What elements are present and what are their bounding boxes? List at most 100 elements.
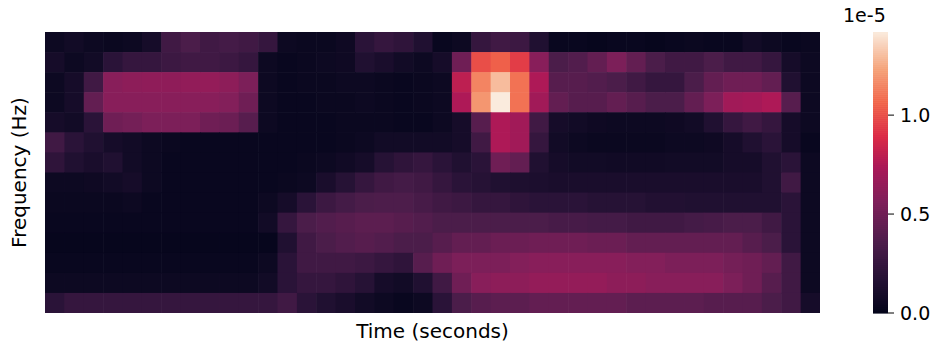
heatmap-cell: [646, 92, 666, 113]
heatmap-cell: [762, 132, 782, 153]
heatmap-cell: [394, 112, 414, 133]
heatmap-cell: [45, 132, 65, 153]
heatmap-cell: [394, 52, 414, 73]
heatmap-cell: [142, 253, 162, 274]
heatmap-cell: [665, 152, 685, 173]
heatmap-cell: [64, 213, 84, 234]
heatmap-cell: [45, 193, 65, 214]
heatmap-cell: [433, 253, 453, 274]
heatmap-cell: [316, 52, 336, 73]
heatmap-cell: [239, 32, 259, 53]
heatmap-cell: [510, 72, 530, 93]
heatmap-cell: [297, 72, 317, 93]
heatmap-cell: [529, 293, 549, 313]
heatmap-cell: [84, 173, 104, 194]
heatmap-cell: [200, 132, 220, 153]
heatmap-cell: [355, 233, 375, 254]
heatmap-cell: [413, 112, 433, 133]
heatmap-cell: [258, 293, 278, 313]
heatmap-cell: [103, 112, 123, 133]
heatmap-cell: [626, 132, 646, 153]
heatmap-cell: [607, 92, 627, 113]
heatmap-cell: [781, 32, 801, 53]
heatmap-cell: [316, 253, 336, 274]
heatmap-cell: [743, 32, 763, 53]
heatmap-cell: [588, 32, 608, 53]
heatmap-cell: [471, 293, 491, 313]
heatmap-cell: [529, 32, 549, 53]
x-axis-label: Time (seconds): [355, 319, 509, 343]
heatmap-cell: [549, 253, 569, 274]
heatmap-cell: [142, 52, 162, 73]
colorbar: [873, 32, 888, 314]
heatmap-cell: [200, 213, 220, 234]
heatmap-cell: [336, 92, 356, 113]
heatmap-cell: [801, 193, 820, 214]
heatmap-cell: [588, 152, 608, 173]
heatmap-cell: [181, 52, 201, 73]
heatmap-cell: [258, 273, 278, 294]
heatmap-cell: [529, 173, 549, 194]
colorbar-tick-label: 0.5: [900, 203, 930, 225]
heatmap-cell: [278, 233, 298, 254]
heatmap-cell: [743, 293, 763, 313]
heatmap-cell: [413, 193, 433, 214]
heatmap-cell: [123, 193, 143, 214]
heatmap-cell: [529, 253, 549, 274]
heatmap-cell: [278, 52, 298, 73]
heatmap-cell: [355, 253, 375, 274]
heatmap-cell: [704, 213, 724, 234]
heatmap-cell: [452, 253, 472, 274]
heatmap-cell: [219, 253, 239, 274]
heatmap-cell: [103, 32, 123, 53]
colorbar-offset-label: 1e-5: [843, 4, 886, 26]
heatmap-cell: [84, 132, 104, 153]
heatmap-cell: [181, 152, 201, 173]
chart: Time (seconds)Frequency (Hz)0.00.51.01e-…: [0, 0, 949, 347]
heatmap-cell: [374, 132, 394, 153]
heatmap-cell: [723, 293, 743, 313]
heatmap-cell: [258, 152, 278, 173]
heatmap-cell: [355, 273, 375, 294]
heatmap-cell: [529, 233, 549, 254]
heatmap-cell: [762, 293, 782, 313]
heatmap-cell: [704, 173, 724, 194]
heatmap-cell: [529, 152, 549, 173]
heatmap-cell: [394, 193, 414, 214]
heatmap-cell: [123, 152, 143, 173]
heatmap-cell: [762, 92, 782, 113]
heatmap-cell: [297, 293, 317, 313]
heatmap-cell: [646, 233, 666, 254]
heatmap-cell: [510, 193, 530, 214]
heatmap-cell: [355, 132, 375, 153]
heatmap-cell: [181, 273, 201, 294]
heatmap-cell: [704, 233, 724, 254]
heatmap-cell: [568, 132, 588, 153]
heatmap-cell: [413, 293, 433, 313]
heatmap-cell: [723, 72, 743, 93]
colorbar-tick: [888, 115, 894, 116]
heatmap-cell: [336, 193, 356, 214]
heatmap-cell: [374, 273, 394, 294]
heatmap-cell: [549, 213, 569, 234]
heatmap-cell: [103, 132, 123, 153]
heatmap-cell: [491, 152, 511, 173]
heatmap-cell: [801, 293, 820, 313]
heatmap-cell: [684, 233, 704, 254]
heatmap-cell: [646, 273, 666, 294]
heatmap-cell: [413, 273, 433, 294]
heatmap-cell: [84, 112, 104, 133]
heatmap-cell: [801, 273, 820, 294]
heatmap-cell: [413, 253, 433, 274]
heatmap-cell: [626, 52, 646, 73]
heatmap-cell: [684, 193, 704, 214]
heatmap-cell: [355, 112, 375, 133]
heatmap-cell: [239, 213, 259, 234]
heatmap-cell: [529, 92, 549, 113]
heatmap-cell: [355, 293, 375, 313]
heatmap-cell: [45, 213, 65, 234]
heatmap-cell: [161, 52, 181, 73]
heatmap-cell: [297, 112, 317, 133]
heatmap-cell: [781, 233, 801, 254]
heatmap-cell: [316, 92, 336, 113]
